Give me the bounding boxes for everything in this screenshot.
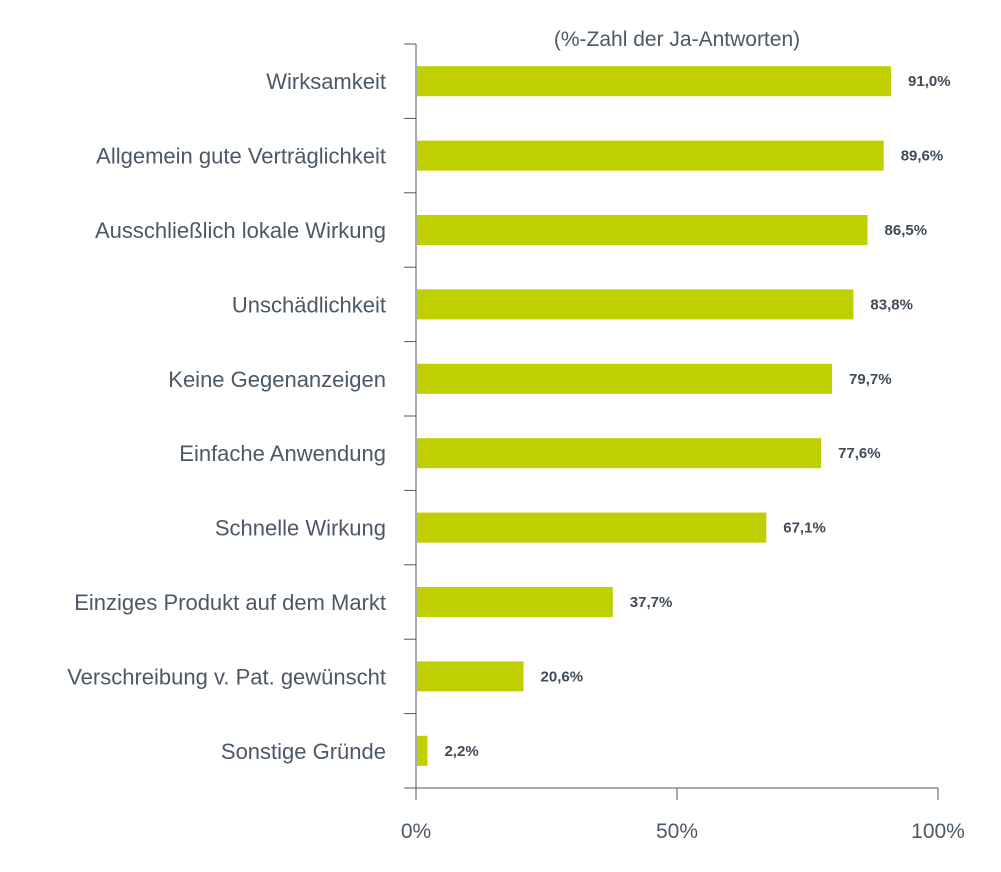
x-tick-label: 50%	[656, 820, 698, 843]
bar	[417, 512, 767, 543]
value-label: 83,8%	[870, 296, 913, 313]
bar	[417, 363, 833, 394]
category-label: Einziges Produkt auf dem Markt	[74, 590, 386, 615]
bar	[417, 215, 868, 245]
x-tick-label: 100%	[911, 820, 965, 843]
category-label: Verschreibung v. Pat. gewünscht	[67, 664, 386, 689]
bar	[417, 289, 854, 320]
value-label: 37,7%	[630, 594, 673, 611]
bar	[417, 587, 613, 617]
category-label: Ausschließlich lokale Wirkung	[95, 218, 386, 243]
bar	[417, 735, 428, 766]
value-label: 67,1%	[783, 520, 826, 537]
bar	[417, 66, 892, 97]
value-label: 20,6%	[541, 668, 584, 685]
bars-group	[417, 66, 892, 766]
category-label: Allgemein gute Verträglichkeit	[96, 144, 386, 169]
value-label: 2,2%	[444, 743, 478, 760]
x-axis	[415, 787, 939, 800]
y-axis	[404, 43, 417, 789]
category-label: Unschädlichkeit	[232, 292, 386, 317]
category-label: Wirksamkeit	[266, 69, 386, 94]
bar	[417, 661, 524, 692]
value-label: 79,7%	[849, 371, 892, 388]
category-label: Einfache Anwendung	[179, 441, 386, 466]
bar	[417, 140, 884, 171]
value-label: 77,6%	[838, 445, 881, 462]
x-tick-label: 0%	[401, 820, 431, 843]
x-tick-labels: 0% 50% 100%	[401, 820, 965, 843]
category-label: Sonstige Gründe	[221, 739, 386, 764]
value-label: 91,0%	[908, 73, 951, 90]
category-label: Schnelle Wirkung	[215, 516, 386, 541]
category-label: Keine Gegenanzeigen	[168, 367, 386, 392]
value-label: 89,6%	[901, 148, 944, 165]
value-labels: 91,0% 89,6% 86,5% 83,8% 79,7% 77,6% 67,1% 37,7%…	[444, 73, 950, 760]
category-labels: Wirksamkeit Allgemein gute Verträglichkei…	[67, 69, 386, 764]
chart-title: (%-Zahl der Ja-Antworten)	[554, 28, 800, 51]
value-label: 86,5%	[885, 222, 928, 239]
bar	[417, 438, 822, 469]
